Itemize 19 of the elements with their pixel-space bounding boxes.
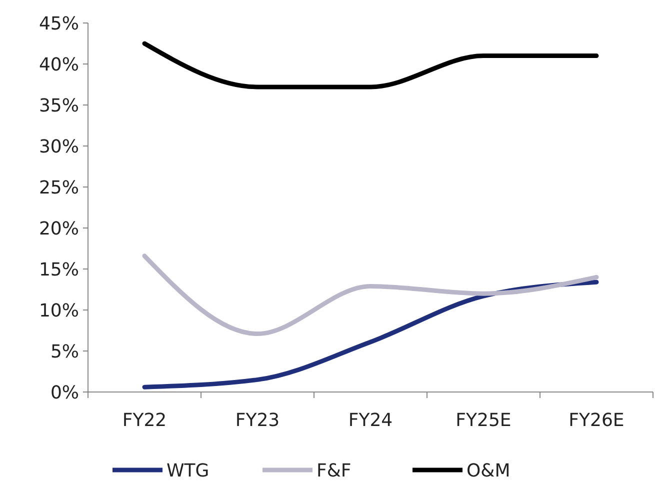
line-series — [142, 254, 599, 336]
y-tick-label: 15% — [38, 259, 79, 280]
legend-label: WTG — [166, 460, 210, 482]
legend-label: F&F — [316, 460, 352, 482]
y-tick-label: 5% — [50, 341, 79, 362]
x-tick-label: FY24 — [348, 410, 393, 431]
x-tick-label: FY23 — [235, 410, 280, 431]
y-tick-label: 30% — [38, 136, 79, 158]
y-tick-label: 20% — [38, 218, 79, 240]
y-tick-label: 0% — [50, 382, 79, 404]
y-tick-label: 25% — [38, 177, 79, 198]
x-tick-label: FY26E — [568, 410, 624, 431]
x-tick-label: FY22 — [122, 410, 167, 431]
legend-label: O&M — [466, 460, 510, 482]
y-tick-label: 10% — [38, 300, 79, 322]
x-tick-label: FY25E — [456, 410, 512, 431]
y-tick-label: 40% — [38, 54, 79, 76]
y-tick-label: 45% — [38, 13, 79, 34]
y-tick-label: 35% — [38, 95, 79, 116]
